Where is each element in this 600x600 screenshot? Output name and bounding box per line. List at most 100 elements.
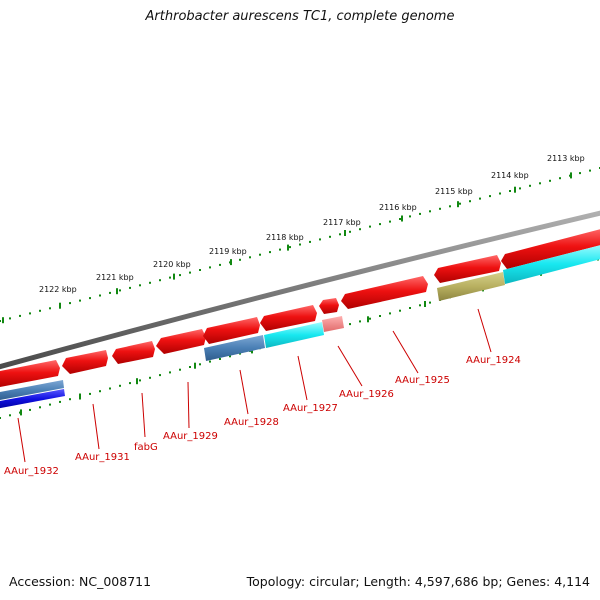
kbp-label: 2119 kbp [209,247,247,256]
gene-label-aaur-1926[interactable]: AAur_1926 [339,389,394,400]
gene-arrow-next[interactable] [501,228,600,269]
outer-scale-dot [99,294,101,297]
gene-arrow-aaur-1926[interactable] [319,298,339,314]
kbp-label: 2120 kbp [153,260,191,269]
outer-scale-dot [359,228,361,231]
gene-label-fabg[interactable]: fabG [134,442,158,453]
outer-scale-dot [299,243,301,246]
kbp-label: 2117 kbp [323,218,361,227]
inner-scale-dot [59,400,61,403]
inner-scale-dot [229,355,231,358]
inner-scale-dot [219,358,221,360]
outer-scale-dot [309,240,311,243]
outer-scale-dot [509,190,511,192]
inner-scale-dot [399,309,401,312]
outer-scale-dot [279,248,281,251]
outer-scale-dot [379,223,381,226]
outer-scale-dot [0,320,1,322]
outer-scale-dot [419,212,421,215]
inner-scale-dot [39,406,41,409]
inner-scale-dot [119,384,121,387]
outer-scale-dot [169,276,171,279]
outer-scale-dot [109,291,111,294]
forward-genes [0,228,600,388]
outer-scale-dot [439,207,441,210]
inner-scale-dot [0,417,1,419]
outer-scale-dot [429,210,431,213]
gene-box-aaur-1932-upper[interactable] [0,380,64,401]
outer-scale-dot [129,286,131,289]
reverse-genes [0,244,600,409]
outer-scale-dot [39,309,41,312]
inner-scale-dot [419,304,421,307]
outer-scale-dot [319,238,321,241]
gene-arrow-fabg[interactable] [112,341,155,364]
outer-scale-dot [249,256,251,259]
inner-scale-dot [429,301,431,304]
inner-scale-dot [109,387,111,390]
inner-scale-dot [139,379,141,382]
inner-scale-dot [89,392,91,395]
outer-scale-dot [259,253,261,256]
kbp-label: 2114 kbp [491,171,529,180]
gene-arrow-aaur-1932[interactable] [0,360,60,388]
outer-scale-dot [179,274,181,277]
gene-box-aaur-1926[interactable] [322,316,344,332]
outer-scale-dot [539,182,541,185]
inner-scale-dot [69,398,71,401]
outer-scale-dot [209,266,211,269]
outer-scale-dot [519,187,521,190]
inner-scale-dot [349,323,351,326]
gene-box-aaur-1927[interactable] [264,322,324,348]
kbp-label: 2115 kbp [435,187,473,196]
label-leaders [17,308,492,463]
genome-summary-text: Topology: circular; Length: 4,597,686 bp… [246,574,590,589]
outer-scale-dot [159,279,161,282]
outer-scale-dot [329,235,331,238]
gene-arrow-aaur-1925[interactable] [341,276,428,309]
outer-scale-dot [349,230,351,233]
inner-scale-dot [159,374,161,377]
gene-box-aaur-1924[interactable] [437,272,505,301]
outer-scale-dot [269,251,271,254]
inner-scale-dot [379,315,381,317]
outer-scale-dot [489,195,491,198]
gene-label-aaur-1929[interactable]: AAur_1929 [163,431,218,442]
inner-scale-dot [149,376,151,379]
gene-label-aaur-1931[interactable]: AAur_1931 [75,452,130,463]
outer-scale-dot [479,197,481,200]
outer-scale-dot [589,169,591,172]
outer-scale-dot [79,299,81,302]
outer-scale-dot [139,284,141,287]
outer-scale-dot [339,233,341,236]
gene-arrow-aaur-1931[interactable] [62,350,108,374]
gene-label-aaur-1925[interactable]: AAur_1925 [395,375,450,386]
gene-label-aaur-1932[interactable]: AAur_1932 [4,466,59,477]
inner-scale-dot [9,414,11,417]
gene-box-next[interactable] [503,244,600,284]
kbp-label: 2113 kbp [547,154,585,163]
outer-scale-dot [529,184,531,187]
kbp-label: 2118 kbp [266,233,304,242]
outer-scale-dot [29,312,31,315]
gene-arrow-aaur-1927[interactable] [260,305,317,331]
kbp-label: 2116 kbp [379,203,417,212]
inner-scale-dot [189,366,191,368]
outer-scale-dot [189,271,191,274]
gene-arrow-aaur-1928[interactable] [203,317,260,344]
gene-arrow-aaur-1924[interactable] [434,255,501,283]
gene-label-aaur-1927[interactable]: AAur_1927 [283,403,338,414]
outer-scale-dot [499,192,501,195]
inner-scale-dot [369,317,371,320]
outer-scale-dot [549,179,551,182]
inner-scale-dot [209,360,211,363]
gene-label-aaur-1928[interactable]: AAur_1928 [224,417,279,428]
gene-box-aaur-1932-lower[interactable] [0,389,65,409]
gene-arrow-aaur-1929[interactable] [156,329,206,354]
genome-backbone [0,210,600,370]
accession-text: Accession: NC_008711 [9,574,152,589]
gene-box-aaur-1928[interactable] [204,335,265,361]
gene-label-aaur-1924[interactable]: AAur_1924 [466,355,521,366]
outer-scale-dot [199,269,201,271]
inner-scale-dot [49,403,51,406]
